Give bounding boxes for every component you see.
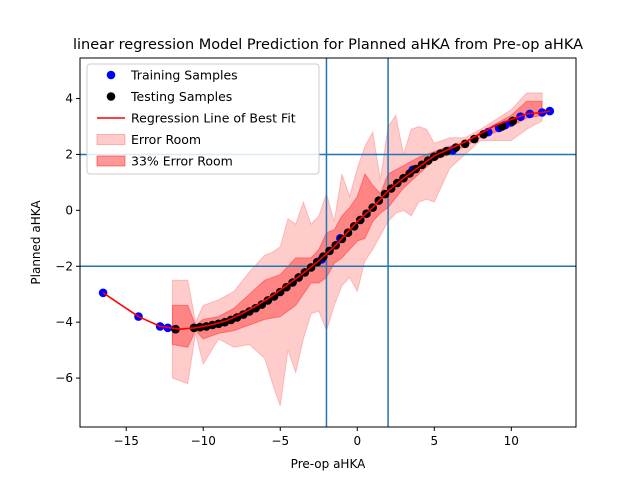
legend-patch-swatch [96, 134, 126, 145]
error-room-band [171, 92, 543, 407]
legend-label: Testing Samples [130, 89, 232, 104]
legend-entry: Testing Samples [106, 89, 232, 104]
legend-marker [106, 70, 116, 80]
x-tick-label: 10 [504, 434, 519, 448]
axes-frame [79, 57, 577, 428]
x-tick-label: 5 [430, 434, 438, 448]
y-tick-label: 2 [65, 147, 73, 161]
testing-sample-point [263, 296, 273, 305]
y-tick-label: −4 [55, 315, 73, 329]
training-sample-point [98, 288, 108, 298]
legend-patch-swatch [96, 155, 126, 167]
legend-marker [106, 92, 116, 101]
testing-sample-point [460, 139, 470, 149]
legend-label: Error Room [131, 132, 201, 147]
chart-title: linear regression Model Prediction for P… [73, 37, 583, 53]
testing-sample-point [349, 222, 359, 231]
x-tick-label: −15 [114, 434, 139, 448]
y-tick-label: −2 [55, 259, 73, 273]
legend-entry: Training Samples [106, 68, 238, 83]
legend-label: 33% Error Room [131, 154, 233, 169]
legend: Training Samples Testing Samples Regressio… [86, 63, 320, 175]
x-tick-label: −5 [271, 434, 289, 448]
y-axis-title: Planned aHKA [29, 200, 43, 285]
y-tick-label: 0 [65, 203, 73, 217]
legend-entry: Regression Line of Best Fit [97, 111, 296, 126]
ticks: −15 −10 −5 0 5 10 −6 −4 −2 0 2 4 [55, 92, 519, 448]
legend-label: Regression Line of Best Fit [131, 111, 296, 126]
testing-sample-point [470, 134, 479, 144]
legend-label: Training Samples [130, 68, 238, 83]
testing-sample-point [251, 303, 260, 313]
testing-sample-point [269, 292, 279, 301]
x-tick-label: −10 [191, 434, 216, 448]
y-tick-label: 4 [65, 92, 73, 106]
legend-entry: 33% Error Room [96, 154, 233, 169]
testing-sample-point [257, 300, 267, 309]
testing-sample-point [275, 287, 285, 297]
legend-entry: Error Room [96, 132, 201, 147]
legend-box [86, 63, 320, 175]
regression-line [102, 110, 550, 331]
testing-sample-point [282, 282, 291, 292]
x-tick-label: 0 [353, 434, 361, 448]
plot-area [80, 58, 576, 427]
x-axis-title: Pre-op aHKA [291, 457, 366, 471]
training-sample-point [545, 106, 555, 116]
y-tick-label: −6 [55, 371, 73, 385]
